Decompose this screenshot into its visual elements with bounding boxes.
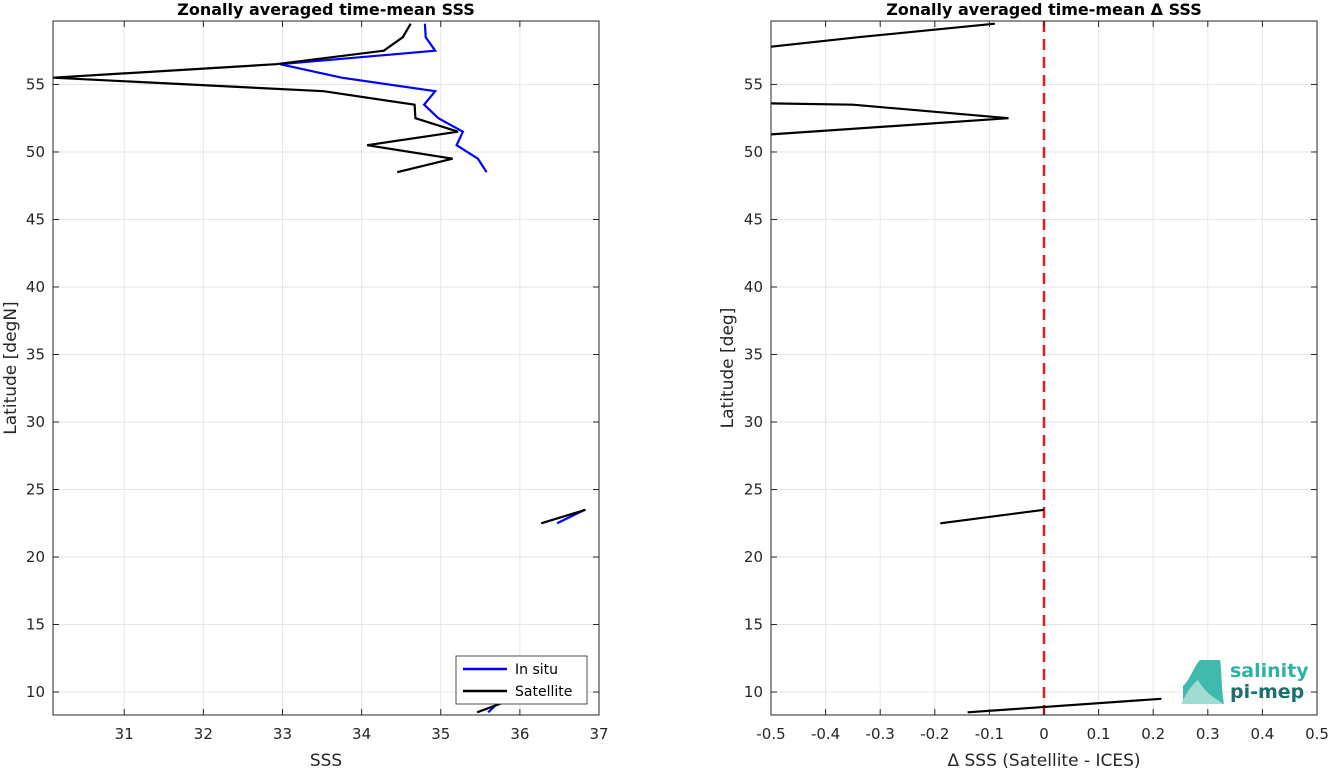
legend: In situ Satellite: [455, 655, 588, 705]
left-y-tick-label: 20: [26, 548, 45, 566]
right-y-tick-label: 50: [744, 143, 763, 161]
right-y-tick-label: 15: [744, 616, 763, 634]
right-x-tick-label: 0.1: [1087, 725, 1111, 743]
right-x-tick-label: -0.5: [756, 725, 785, 743]
left-chart-title: Zonally averaged time-mean SSS: [177, 0, 475, 19]
right-x-tick-label: 0.3: [1196, 725, 1220, 743]
salinity-pi-mep-logo: salinity pi-mep: [1181, 660, 1309, 704]
series-satellite-line-segment-1: [540, 508, 586, 525]
left-y-tick-label: 10: [26, 683, 45, 701]
right-y-tick-label: 20: [744, 548, 763, 566]
right-x-tick-label: -0.3: [866, 725, 895, 743]
left-y-tick-label: 15: [26, 616, 45, 634]
right-ticks: -0.5 -0.4 -0.3 -0.2 -0.1 0 0.1 0.2 0.3 0.4 0.5 10 15…: [744, 21, 1329, 743]
right-x-tick-label: 0.4: [1250, 725, 1274, 743]
right-x-tick-label: -0.4: [811, 725, 840, 743]
left-y-tick-label: 35: [26, 345, 45, 363]
series-delta-sss-line-segment-3: [967, 697, 1162, 714]
logo-wave-graphic-light: [1181, 680, 1224, 704]
left-x-tick-label: 35: [431, 725, 450, 743]
right-chart-title: Zonally averaged time-mean Δ SSS: [886, 0, 1202, 19]
right-x-tick-label: 0.5: [1305, 725, 1329, 743]
left-y-tick-label: 45: [26, 210, 45, 228]
left-x-tick-label: 31: [115, 725, 134, 743]
right-x-tick-label: 0.2: [1141, 725, 1165, 743]
right-y-axis-label: Latitude [deg]: [718, 308, 738, 429]
legend-box: [455, 655, 588, 705]
left-x-axis-label: SSS: [310, 751, 342, 769]
series-delta-sss-line-segment-0: [770, 22, 996, 48]
left-x-tick-label: 37: [589, 725, 608, 743]
left-x-tick-label: 34: [352, 725, 371, 743]
series-satellite-line-segment-0: [52, 23, 459, 174]
legend-label-in-situ: In situ: [515, 662, 558, 678]
left-x-tick-label: 36: [510, 725, 529, 743]
logo-text-pi-mep: pi-mep: [1230, 681, 1304, 703]
right-y-tick-label: 55: [744, 75, 763, 93]
left-y-tick-label: 30: [26, 413, 45, 431]
series-delta-sss-line-segment-2: [940, 508, 1045, 525]
left-y-tick-label: 55: [26, 75, 45, 93]
series-in-situ-line-segment-0: [279, 23, 488, 173]
right-x-tick-label: -0.2: [920, 725, 949, 743]
right-y-tick-label: 40: [744, 278, 763, 296]
right-x-tick-label: 0: [1039, 725, 1049, 743]
left-y-tick-label: 25: [26, 481, 45, 499]
right-x-tick-label: -0.1: [975, 725, 1004, 743]
legend-label-satellite: Satellite: [515, 684, 572, 700]
left-grid: [53, 21, 600, 715]
left-x-tick-label: 33: [273, 725, 292, 743]
logo-text-salinity: salinity: [1230, 660, 1309, 682]
left-axes-box: [53, 21, 599, 715]
right-y-tick-label: 35: [744, 345, 763, 363]
right-y-tick-label: 10: [744, 683, 763, 701]
chart-left: 31 32 33 34 35 36 37 10 15 20 25 30 35 40 45 50 55 Zonal…: [1, 0, 609, 769]
left-axes-frame: [52, 20, 600, 716]
series-delta-sss-line-segment-1: [770, 102, 1009, 136]
left-y-tick-label: 50: [26, 143, 45, 161]
right-plot-area: [770, 21, 1162, 715]
right-y-tick-label: 30: [744, 413, 763, 431]
right-x-axis-label: Δ SSS (Satellite - ICES): [947, 751, 1140, 769]
left-y-axis-label: Latitude [degN]: [1, 301, 21, 434]
left-y-tick-label: 40: [26, 278, 45, 296]
right-y-tick-label: 25: [744, 481, 763, 499]
left-x-tick-label: 32: [194, 725, 213, 743]
chart-right: -0.5 -0.4 -0.3 -0.2 -0.1 0 0.1 0.2 0.3 0.4 0.5 10 15…: [718, 0, 1329, 769]
left-ticks: 31 32 33 34 35 36 37 10 15 20 25 30 35 40 45 50 55: [26, 21, 609, 743]
right-y-tick-label: 45: [744, 210, 763, 228]
